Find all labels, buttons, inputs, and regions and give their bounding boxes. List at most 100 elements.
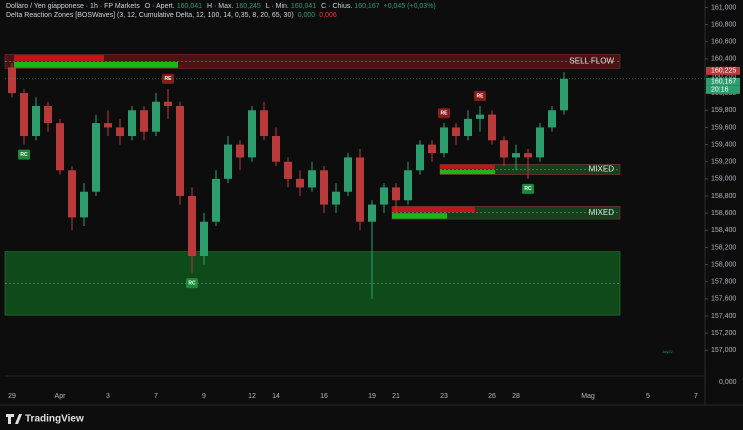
candle-body xyxy=(44,106,52,124)
price-label: 160,225 xyxy=(711,68,736,75)
x-tick-label: 7 xyxy=(154,393,158,400)
x-tick-label: Apr xyxy=(55,393,67,400)
candle-body xyxy=(332,191,340,205)
indicator-value: 0,006 xyxy=(319,12,337,19)
candle-body xyxy=(392,187,400,201)
x-tick-label: 26 xyxy=(488,393,496,400)
x-tick-label: 16 xyxy=(320,393,328,400)
signal-label: RC xyxy=(20,152,28,158)
candle-body xyxy=(92,123,100,192)
y-tick-label: 159,400 xyxy=(711,141,736,148)
candle-body xyxy=(308,170,316,188)
candle-body xyxy=(128,110,136,136)
lower-pane-tick: 0,000 xyxy=(719,379,737,386)
x-tick-label: 28 xyxy=(512,393,520,400)
candle-body xyxy=(476,114,484,119)
signal-label: RE xyxy=(477,93,485,99)
candle-body xyxy=(272,136,280,162)
price-label-box xyxy=(706,77,740,86)
price-label: 160,167 xyxy=(711,79,736,86)
countdown: 20:16 xyxy=(711,87,729,94)
signal-label: RE xyxy=(165,76,173,82)
y-tick-label: 158,400 xyxy=(711,227,736,234)
header-line: Dollaro / Yen giapponese · 1h · FP Marke… xyxy=(6,3,436,10)
y-tick-label: 160,200 xyxy=(711,73,736,80)
y-tick-label: 157,200 xyxy=(711,330,736,337)
candle-body xyxy=(212,178,220,222)
candle-body xyxy=(32,106,40,136)
delta-bar-buy xyxy=(14,61,178,68)
candle-body xyxy=(452,127,460,136)
x-tick-label: 14 xyxy=(272,393,280,400)
candle-body xyxy=(188,196,196,256)
delta-bar-sell xyxy=(440,164,495,169)
candle-body xyxy=(80,191,88,218)
delta-bar-buy xyxy=(440,169,495,175)
candle-body xyxy=(200,221,208,256)
candle-body xyxy=(488,114,496,141)
y-tick-label: 157,400 xyxy=(711,313,736,320)
zone-label: MIXED xyxy=(589,208,615,217)
logo-text: TradingView xyxy=(25,414,84,425)
candle-body xyxy=(416,144,424,171)
y-tick-label: 159,200 xyxy=(711,159,736,166)
signal-box xyxy=(186,278,198,289)
change: +0,045 (+0,03%) xyxy=(384,3,436,10)
candle-body xyxy=(224,144,232,179)
y-tick-label: 159,000 xyxy=(711,176,736,183)
ohlc-key: C · Chius. xyxy=(321,3,352,10)
x-tick-label: 7 xyxy=(694,393,698,400)
logo: TradingView xyxy=(6,414,84,425)
candle-body xyxy=(104,123,112,128)
x-tick-label: Mag xyxy=(581,393,595,400)
y-tick-label: 160,600 xyxy=(711,39,736,46)
signal-box xyxy=(18,149,30,160)
countdown-box xyxy=(706,85,740,94)
y-tick-label: 158,200 xyxy=(711,244,736,251)
y-tick-label: 157,800 xyxy=(711,279,736,286)
candle-body xyxy=(116,127,124,136)
candle-body xyxy=(560,78,568,111)
candle-body xyxy=(512,153,520,158)
y-tick-label: 157,600 xyxy=(711,296,736,303)
ohlc-key: H · Max. xyxy=(207,3,234,10)
indicator-value: 0,000 xyxy=(298,12,316,19)
y-tick-label: 161,000 xyxy=(711,4,736,11)
indicator-name: Delta Reaction Zones [BOSWaves] (3, 12, … xyxy=(6,12,294,19)
candle-body xyxy=(536,127,544,158)
signal-label: RE xyxy=(441,110,449,116)
candle-body xyxy=(500,140,508,158)
candle-body xyxy=(320,170,328,205)
zone-label: MIXED xyxy=(589,165,615,174)
x-tick-label: 9 xyxy=(202,393,206,400)
candle-body xyxy=(68,170,76,218)
signal-box xyxy=(522,183,534,194)
ohlc-value: 160,245 xyxy=(235,3,260,10)
y-tick-label: 158,000 xyxy=(711,261,736,268)
candle-body xyxy=(140,110,148,132)
candle-body xyxy=(548,110,556,128)
candle-body xyxy=(524,153,532,158)
ohlc-value: 160,041 xyxy=(177,3,202,10)
candle-body xyxy=(236,144,244,158)
candle-body xyxy=(428,144,436,154)
delta-bar-sell xyxy=(392,206,475,213)
y-tick-label: 159,800 xyxy=(711,107,736,114)
logo-icon xyxy=(6,414,22,424)
x-tick-label: 21 xyxy=(392,393,400,400)
ohlc-key: L · Min. xyxy=(266,3,289,10)
y-tick-label: 158,600 xyxy=(711,210,736,217)
candle-body xyxy=(380,187,388,205)
x-tick-label: 12 xyxy=(248,393,256,400)
ohlc-value: 160,041 xyxy=(291,3,316,10)
candle-body xyxy=(464,118,472,136)
candle-body xyxy=(296,178,304,188)
signal-label: RC xyxy=(188,280,196,286)
y-tick-label: 159,600 xyxy=(711,124,736,131)
signal-box xyxy=(438,108,450,119)
delta-bar-buy xyxy=(392,213,447,219)
candle-body xyxy=(56,123,64,171)
candle-body xyxy=(20,93,28,136)
candle-body xyxy=(164,101,172,106)
